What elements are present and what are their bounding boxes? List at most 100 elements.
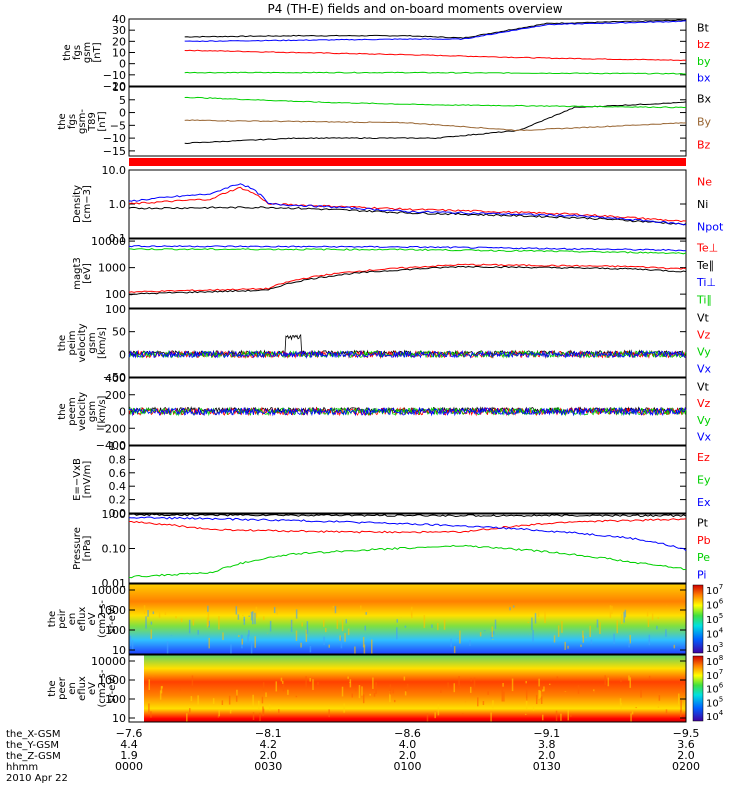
y-tick-label: 10000 [91,655,126,668]
series-line [184,101,687,145]
y-tick-label: 0.2 [109,494,127,507]
series-line [184,71,686,75]
y-axis-label: fgs [72,45,83,60]
y-tick-label: 0.8 [109,453,127,466]
y-axis-label: gsm- [77,109,88,134]
legend-entry: Bx [697,93,712,106]
legend-entry: Bt [697,21,710,34]
y-axis-label: [nT] [97,111,108,131]
y-axis-label: Pressure [72,527,83,570]
legend-entry: Ti∥ [696,293,712,306]
y-axis-label: sr-eV) [107,604,118,633]
y-tick-label: −20 [103,80,126,93]
legend-entry: Ey [697,474,711,487]
legend-entry: Vx [697,363,712,376]
panel-p7: −400 −200 0 200 400 the peem velocity gsm [km/s] V… [57,372,712,452]
legend-entry: By [697,116,712,129]
y-axis-label: peem [67,397,78,425]
y-tick-label: 10000 [91,584,126,597]
y-axis-label: en [67,613,78,626]
legend-entry: Ex [697,496,711,509]
series-line [128,265,687,296]
y-axis-label: peir [57,608,68,628]
panel-p8: 0.00.20.40.60.81.0 E=−VxB [mV/m] Ez Ey Ex [72,440,711,520]
y-axis-label: (cm2-s- [97,600,108,638]
y-tick-label: −50 [103,371,126,384]
colorbar-tick: 108 [706,654,723,668]
series-line [128,183,687,226]
series-line [128,516,687,552]
y-tick-label: 1.0 [109,440,127,453]
y-axis-label: eflux [77,676,88,701]
y-tick-label: −200 [96,422,126,435]
legend-entry: Vx [697,431,712,444]
colorbar-tick: 104 [706,709,724,723]
x-tick-label: 0130 [533,760,561,773]
y-axis-label: the [57,403,68,419]
y-tick-label: 100 [105,693,126,706]
y-tick-label: −15 [103,145,126,158]
y-tick-label: 10000 [91,235,126,248]
y-axis-label: gsm [87,401,98,422]
panel-frame [128,86,687,157]
x-tick-label: −9.1 [533,727,560,740]
series-line [184,49,687,62]
x-tick-label: 0200 [672,760,700,773]
legend-entry: Npot [697,221,724,234]
y-axis-label: velocity [77,392,88,431]
series-line [128,206,687,226]
x-tick-label: −8.6 [394,727,421,740]
y-axis-label: (cm2-s- [97,669,108,707]
legend-entry: bx [697,72,711,85]
y-tick-label: −400 [96,439,126,452]
y-tick-label: 1000 [98,674,126,687]
panel-frame [128,583,687,655]
panel-p6: −50 0 50 100 the peim velocity gsm [km/s] Vt Vz Vy V… [57,303,712,384]
panel-frame [128,445,687,514]
y-axis-label: magt3 [72,257,83,290]
legend-entry: Vy [697,346,711,359]
panel-frame [128,654,687,723]
y-tick-label: 10.0 [102,164,127,177]
series-line [129,513,687,518]
y-tick-label: 1.00 [102,508,127,521]
panel-p4: 0.1 1.0 10.0 Density [cm−3] Ne Ni Npot [72,164,724,245]
y-axis-label: the [62,44,73,60]
panel-frame [128,238,687,309]
x-tick-label: 3.6 [677,738,695,751]
x-row-label: the_Y-GSM [6,740,59,751]
x-tick-label: 4.2 [260,738,278,751]
y-tick-label: 100 [105,303,126,316]
y-tick-label: 50 [112,326,126,339]
series-line [184,96,687,109]
x-tick-label: 4.4 [120,738,138,751]
y-tick-label: 5 [119,94,126,107]
y-axis-label: velocity [77,323,88,362]
x-tick-label: 2.0 [677,749,695,762]
legend-entry: Ez [697,451,710,464]
x-tick-label: −9.5 [673,727,700,740]
y-tick-label: 40 [112,13,126,26]
y-tick-label: 400 [105,372,126,385]
y-axis-label: [cm−3] [82,185,93,223]
legend-entry: by [697,55,711,68]
colorbar-tick: 107 [706,583,723,597]
series-line [184,119,687,132]
y-tick-label: 10 [112,81,126,94]
colorbar-tick: 105 [706,612,723,626]
series-line [128,248,687,255]
ephemeris-bar [129,158,686,166]
series-line [184,19,687,39]
y-axis-label: the [47,680,58,696]
legend-entry: Pt [697,517,709,530]
colorbar-tick: 103 [706,641,723,655]
y-tick-label: 1.0 [109,198,127,211]
y-axis-label: eV [87,682,98,695]
y-tick-label: 0.01 [102,577,127,590]
y-axis-label: [nPa] [82,535,93,561]
y-tick-label: 10 [112,47,126,60]
